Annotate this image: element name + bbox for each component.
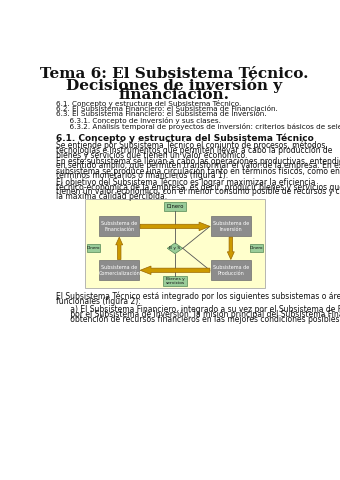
Text: En este subsistema se llevan a cabo las operaciones productivas, entendidas: En este subsistema se llevan a cabo las … — [56, 156, 340, 166]
Text: 6.1. Concepto y estructura del Subsistema Técnico.: 6.1. Concepto y estructura del Subsistem… — [56, 100, 242, 107]
Polygon shape — [167, 243, 183, 254]
Text: funcionales (figura 2):: funcionales (figura 2): — [56, 297, 141, 306]
Text: tienen un valor económico, con el menor consumo posible de recursos y con: tienen un valor económico, con el menor … — [56, 187, 340, 196]
Polygon shape — [116, 237, 123, 260]
FancyBboxPatch shape — [164, 202, 186, 211]
Text: El objetivo del Subsistema Técnico es lograr maximizar la eficiencia: El objetivo del Subsistema Técnico es lo… — [56, 177, 316, 187]
Text: la máxima calidad percibida.: la máxima calidad percibida. — [56, 192, 168, 201]
Text: técnico-económica de la empresa, es decir, producir bienes y servicios que: técnico-económica de la empresa, es deci… — [56, 182, 340, 192]
Text: B y S: B y S — [169, 246, 181, 251]
FancyBboxPatch shape — [211, 216, 251, 236]
Text: Dinero: Dinero — [166, 204, 184, 209]
Text: Subsistema de
Producción: Subsistema de Producción — [213, 265, 249, 276]
Polygon shape — [140, 222, 210, 230]
FancyBboxPatch shape — [99, 260, 139, 280]
Text: por el Subsistema de Inversión: la misión principal del Subsistema Financiero es: por el Subsistema de Inversión: la misió… — [56, 309, 340, 319]
Text: obtención de recursos financieros en las mejores condiciones posibles (de eso se: obtención de recursos financieros en las… — [56, 314, 340, 324]
Text: El Subsistema Técnico está integrado por los siguientes subsistemas o áreas: El Subsistema Técnico está integrado por… — [56, 292, 340, 301]
Text: a) El Subsistema Financiero, integrado a su vez por el Subsistema de Financiació: a) El Subsistema Financiero, integrado a… — [56, 304, 340, 314]
FancyBboxPatch shape — [211, 260, 251, 280]
Text: en sentido amplio, que permiten transformar el valor de la empresa. En este: en sentido amplio, que permiten transfor… — [56, 161, 340, 170]
Text: Bienes y
servicios: Bienes y servicios — [166, 277, 185, 285]
Text: tecnologías e instrumentos que permiten llevar a cabo la producción de: tecnologías e instrumentos que permiten … — [56, 145, 333, 155]
Polygon shape — [140, 266, 210, 275]
Text: bienes y servicios que tienen un valor económico.: bienes y servicios que tienen un valor e… — [56, 150, 248, 160]
Text: Se entiende por Subsistema Técnico el conjunto de procesos, métodos,: Se entiende por Subsistema Técnico el co… — [56, 141, 328, 150]
Text: Subsistema de
Financiación: Subsistema de Financiación — [101, 221, 137, 232]
Text: Subsistema de
Inversión: Subsistema de Inversión — [213, 221, 249, 232]
Text: financiación.: financiación. — [119, 88, 230, 102]
Text: Dinero: Dinero — [250, 246, 264, 251]
FancyBboxPatch shape — [250, 244, 264, 252]
Text: Dinero: Dinero — [86, 246, 100, 251]
Text: subsistema se produce una circulación tanto en términos físicos, como en: subsistema se produce una circulación ta… — [56, 166, 340, 176]
Text: términos monetarios o financieros (figura 1).: términos monetarios o financieros (figur… — [56, 171, 228, 180]
Text: 6.2. El Subsistema Financiero: el Subsistema de Financiación.: 6.2. El Subsistema Financiero: el Subsis… — [56, 106, 278, 112]
Text: Decisiones de inversión y: Decisiones de inversión y — [66, 78, 282, 93]
Text: 6.3.2. Análisis temporal de proyectos de inversión: criterios básicos de selecci: 6.3.2. Análisis temporal de proyectos de… — [56, 123, 340, 130]
FancyBboxPatch shape — [99, 216, 139, 236]
Text: Tema 6: El Subsistema Técnico.: Tema 6: El Subsistema Técnico. — [40, 67, 308, 81]
FancyBboxPatch shape — [163, 276, 187, 287]
FancyBboxPatch shape — [87, 244, 100, 252]
Text: 6.3. El Subsistema Financiero: el Subsistema de Inversión.: 6.3. El Subsistema Financiero: el Subsis… — [56, 111, 267, 118]
Polygon shape — [227, 237, 234, 260]
Text: 6.3.1. Concepto de inversión y sus clases.: 6.3.1. Concepto de inversión y sus clase… — [56, 117, 221, 124]
Text: 6.1. Concepto y estructura del Subsistema Técnico: 6.1. Concepto y estructura del Subsistem… — [56, 133, 314, 143]
Text: Subsistema de
Comercialización: Subsistema de Comercialización — [98, 265, 140, 276]
FancyBboxPatch shape — [85, 199, 265, 288]
